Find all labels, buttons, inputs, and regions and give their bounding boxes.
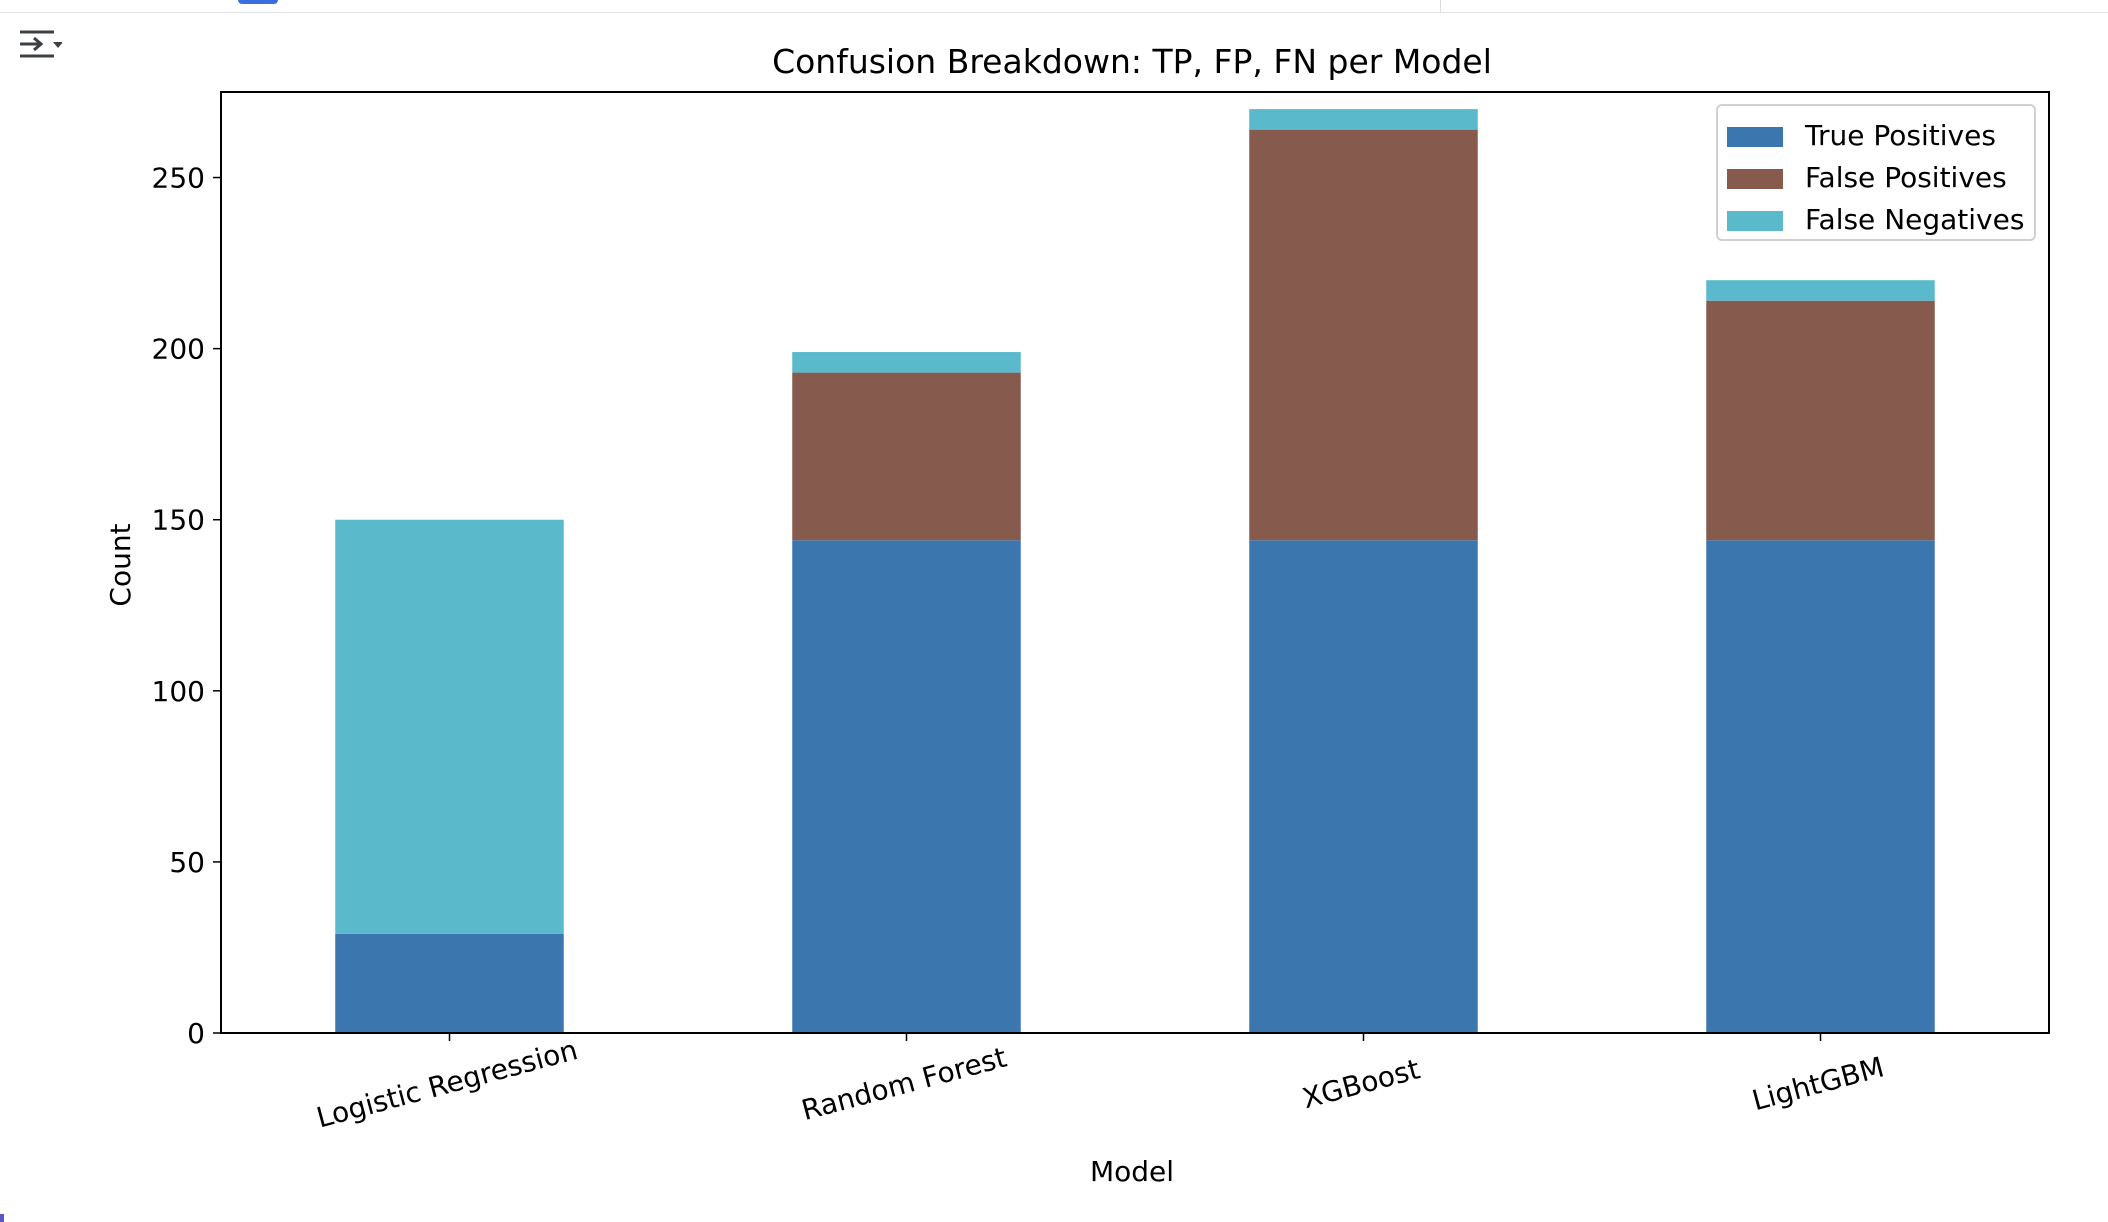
legend-box [1716, 104, 2036, 241]
x-axis: Logistic Regression Random Forest XGBoost L… [313, 1033, 1887, 1135]
cell-top-strip [0, 0, 2108, 13]
x-tick-label: Logistic Regression [313, 1033, 581, 1134]
legend-swatch [1727, 211, 1783, 231]
plot-frame [220, 91, 2050, 1034]
y-tick-label: 150 [152, 504, 205, 537]
y-axis: 0 50 100 150 200 250 [152, 162, 221, 1050]
bar-fn-2 [1249, 109, 1478, 130]
legend-label: False Positives [1805, 161, 2007, 194]
y-tick-label: 200 [152, 333, 205, 366]
output-collapse-icon [20, 30, 63, 58]
plot-area [220, 91, 2050, 1034]
panel-divider [1440, 0, 1441, 12]
corner-marker [0, 1214, 4, 1222]
legend: True Positives False Positives False Negat… [1716, 104, 2036, 241]
bar-tp-2 [1249, 540, 1478, 1033]
x-axis-label: Model [1090, 1155, 1174, 1188]
y-axis-label: Count [104, 523, 137, 606]
y-tick-label: 250 [152, 162, 205, 195]
y-tick-label: 100 [152, 675, 205, 708]
y-tick-label: 50 [169, 846, 205, 879]
legend-label: True Positives [1804, 119, 1996, 152]
bar-fp-2 [1249, 129, 1478, 541]
output-collapse-button[interactable] [14, 26, 63, 66]
y-tick-label: 0 [187, 1017, 205, 1050]
legend-swatch [1727, 127, 1783, 147]
legend-label: False Negatives [1805, 203, 2024, 236]
legend-swatch [1727, 169, 1783, 189]
bar-fn-1 [792, 352, 1021, 373]
bar-tp-1 [792, 540, 1021, 1033]
bar-fn-3 [1706, 280, 1935, 301]
bar-fp-3 [1706, 300, 1935, 541]
bar-tp-0 [335, 933, 564, 1033]
bar-tp-3 [1706, 540, 1935, 1033]
chart-title: Confusion Breakdown: TP, FP, FN per Mode… [772, 42, 1492, 81]
cell-indicator [238, 0, 278, 4]
bar-fp-1 [792, 372, 1021, 541]
x-tick-label: XGBoost [1299, 1052, 1423, 1115]
x-tick-label: LightGBM [1749, 1050, 1888, 1117]
x-tick-label: Random Forest [798, 1041, 1010, 1127]
bar-fn-0 [335, 519, 564, 934]
